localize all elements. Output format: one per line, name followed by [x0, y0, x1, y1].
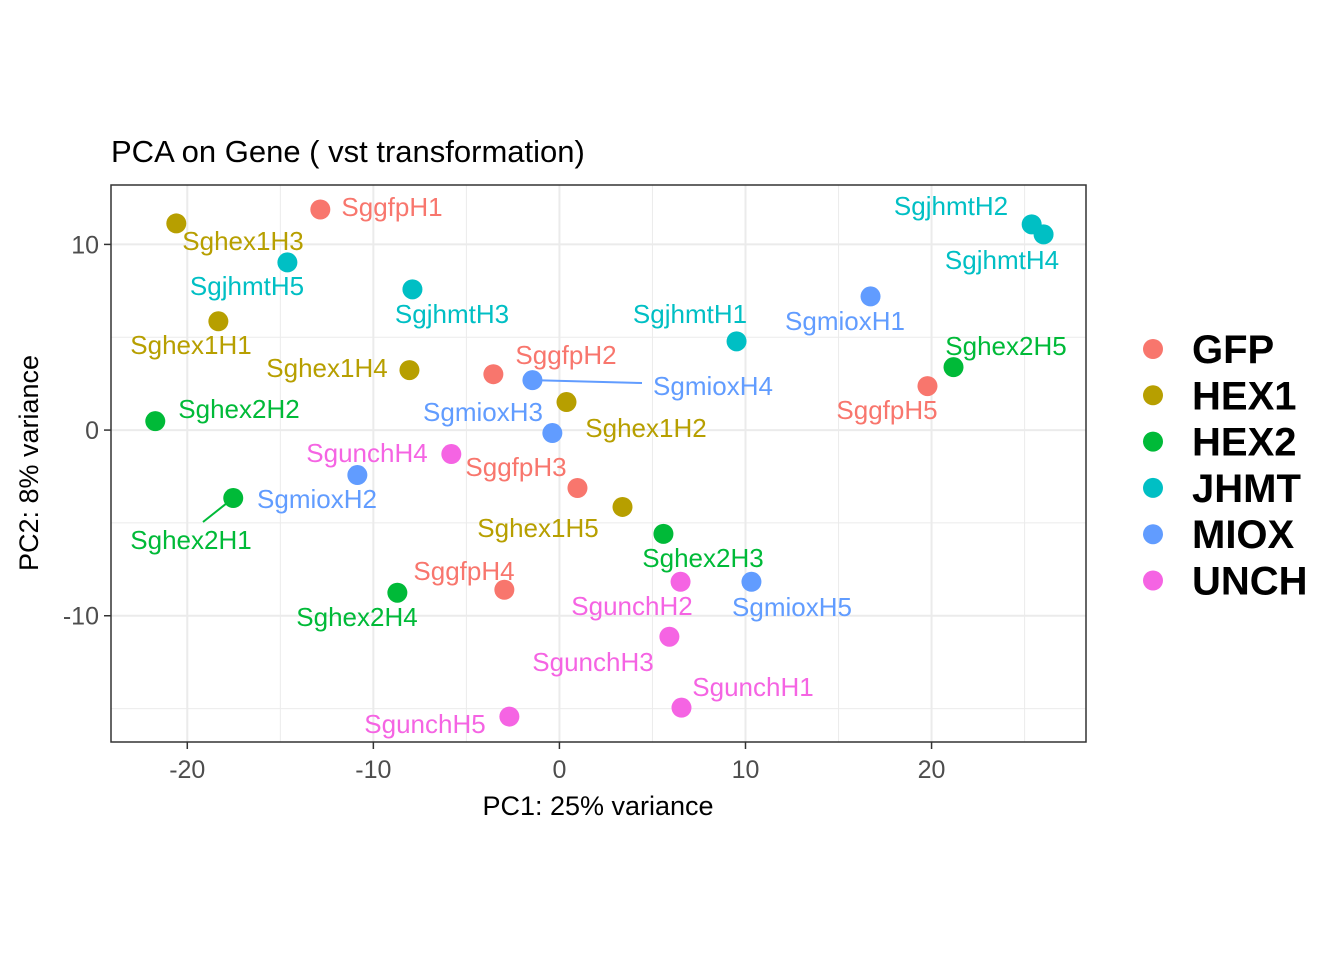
- y-tick-label: 0: [85, 417, 99, 445]
- data-point: [347, 465, 368, 486]
- data-point: [1033, 224, 1054, 245]
- legend-label: MIOX: [1192, 513, 1295, 557]
- point-label: SgunchH2: [571, 591, 692, 621]
- legend-label: HEX1: [1192, 374, 1297, 418]
- data-point: [670, 571, 691, 592]
- point-label: SgmioxH5: [732, 592, 852, 622]
- point-label: SggfpH4: [413, 556, 514, 586]
- point-label: SgmioxH2: [257, 484, 377, 514]
- data-point: [659, 626, 680, 647]
- data-point: [399, 360, 420, 381]
- point-label: SgjhmtH1: [633, 299, 747, 329]
- point-label: SgunchH3: [532, 647, 653, 677]
- legend-key: [1143, 524, 1163, 545]
- data-point: [671, 697, 692, 718]
- data-point: [612, 496, 633, 517]
- point-label: Sghex2H4: [296, 602, 417, 632]
- label-leader-line: [532, 379, 643, 384]
- points-layer: SggfpH1 SggfpH2 SggfpH3 SggfpH4 SggfpH5 Sghex…: [130, 191, 1066, 739]
- data-point: [556, 392, 577, 413]
- data-point: [499, 706, 520, 727]
- y-tick-label: 10: [71, 231, 99, 259]
- point-label: Sghex1H2: [585, 413, 706, 443]
- legend-label: HEX2: [1192, 421, 1297, 465]
- data-point: [441, 444, 462, 465]
- point-label: SgjhmtH5: [190, 271, 304, 301]
- point-label: SggfpH3: [465, 452, 566, 482]
- axes: -20 -10 0 10 20 -10 0 10: [63, 231, 946, 784]
- panel-border: [110, 184, 1087, 743]
- point-label: SgunchH1: [692, 672, 813, 702]
- point-label: Sghex2H1: [130, 525, 251, 555]
- data-point: [741, 571, 762, 592]
- data-point: [483, 364, 504, 385]
- data-point: [208, 311, 229, 332]
- data-point: [943, 357, 964, 378]
- point-label: SgunchH5: [364, 709, 485, 739]
- data-point: [223, 488, 244, 509]
- point-label: SgjhmtH3: [395, 299, 509, 329]
- legend-label: JHMT: [1192, 467, 1301, 511]
- x-tick-label: 10: [732, 756, 760, 784]
- data-point: [567, 478, 588, 499]
- data-point: [726, 331, 747, 352]
- legend-key: [1143, 431, 1163, 452]
- legend-key: [1143, 477, 1163, 498]
- grid: [111, 185, 1086, 742]
- point-label: SggfpH5: [836, 395, 937, 425]
- point-label: SgjhmtH4: [945, 245, 1059, 275]
- point-label: SgmioxH3: [423, 397, 543, 427]
- data-point: [277, 252, 298, 273]
- point-label: Sghex2H3: [642, 543, 763, 573]
- point-label: SgmioxH1: [785, 306, 905, 336]
- point-label: Sghex2H2: [178, 394, 299, 424]
- data-point: [145, 411, 166, 432]
- x-tick-label: 20: [918, 756, 946, 784]
- x-tick-label: 0: [552, 756, 566, 784]
- data-point: [387, 582, 408, 603]
- point-label: SgjhmtH2: [894, 191, 1008, 221]
- x-tick-label: -10: [355, 756, 391, 784]
- y-tick-label: -10: [63, 603, 99, 631]
- point-label: Sghex1H4: [266, 353, 387, 383]
- legend-key: [1143, 385, 1163, 406]
- y-axis-title: PC2: 8% variance: [14, 355, 44, 571]
- data-point: [522, 370, 543, 391]
- data-point: [402, 279, 423, 300]
- data-point: [917, 376, 938, 397]
- point-label: Sghex1H3: [182, 226, 303, 256]
- legend-label: GFP: [1192, 328, 1274, 372]
- data-point: [494, 579, 515, 600]
- data-point: [653, 523, 674, 544]
- data-point: [860, 286, 881, 307]
- point-label: Sghex2H5: [945, 331, 1066, 361]
- x-axis-title: PC1: 25% variance: [482, 791, 713, 821]
- data-point: [542, 423, 563, 444]
- data-point: [310, 199, 331, 220]
- point-label: Sghex1H5: [477, 513, 598, 543]
- legend-key: [1143, 339, 1163, 359]
- legend-label: UNCH: [1192, 560, 1308, 604]
- point-label: SgunchH4: [306, 438, 427, 468]
- point-label: SggfpH2: [515, 340, 616, 370]
- chart-title: PCA on Gene ( vst transformation): [111, 134, 585, 169]
- legend-key: [1143, 570, 1163, 591]
- point-label: Sghex1H1: [130, 330, 251, 360]
- x-tick-label: -20: [169, 756, 205, 784]
- data-point: [166, 213, 187, 234]
- point-label: SggfpH1: [341, 192, 442, 222]
- point-label: SgmioxH4: [653, 371, 773, 401]
